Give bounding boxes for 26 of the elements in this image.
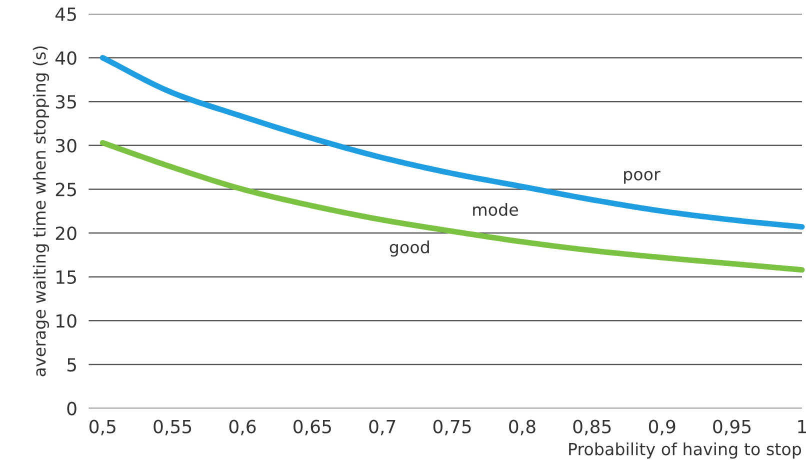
x-tick-label: 0,7 [369, 420, 396, 436]
y-tick-label: 45 [55, 8, 76, 22]
y-tick-label: 25 [56, 182, 76, 196]
y-tick-label: 40 [55, 51, 76, 65]
x-axis-title: Probability of having to stop [569, 442, 802, 459]
y-axis-title: average waiting time when stopping (s) [32, 46, 50, 376]
x-tick-label: 0,75 [433, 420, 471, 436]
x-tick-label: 0,55 [154, 420, 192, 436]
y-tick-label: 35 [56, 95, 76, 109]
y-tick-label: 20 [56, 226, 76, 240]
annotation: good [390, 240, 429, 257]
x-tick-label: 0,95 [713, 420, 751, 436]
x-tick-label: 0,65 [294, 420, 331, 436]
annotation: mode [473, 203, 518, 216]
x-tick-label: 0,85 [573, 420, 611, 436]
y-tick-label: 10 [56, 314, 76, 328]
x-tick-label: 0,8 [509, 420, 536, 436]
x-tick-label: 0,6 [229, 420, 256, 436]
y-tick-label: 15 [56, 270, 76, 284]
annotation: poor [624, 170, 660, 184]
y-tick-label: 30 [56, 138, 76, 153]
x-tick-label: 1 [798, 420, 806, 434]
x-tick-label: 0,9 [648, 420, 676, 436]
y-tick-label: 5 [67, 358, 76, 372]
x-tick-label: 0,5 [89, 420, 116, 436]
y-tick-label: 0 [67, 402, 76, 416]
